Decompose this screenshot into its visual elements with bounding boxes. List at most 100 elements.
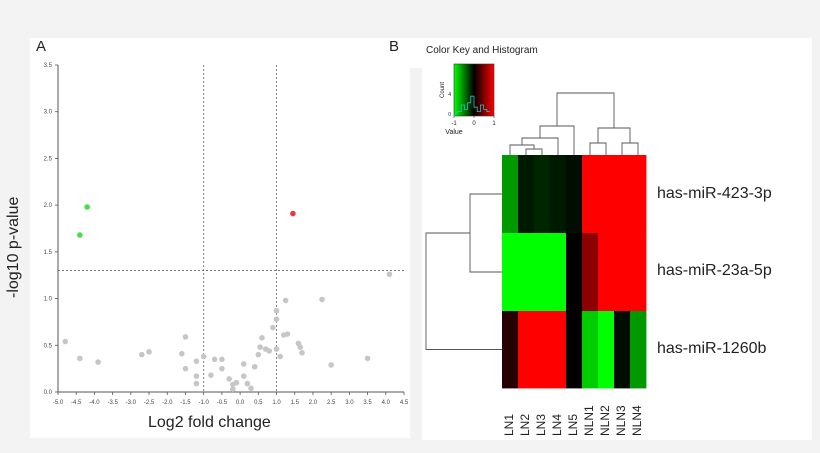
point-ns xyxy=(200,353,207,360)
point-down xyxy=(84,204,90,210)
point-ns xyxy=(62,338,69,345)
point-ns xyxy=(297,344,304,350)
column-label: LN2 xyxy=(518,413,532,436)
point-ns xyxy=(211,356,218,363)
heatmap-cell xyxy=(518,233,535,312)
column-label: NLN1 xyxy=(582,405,596,436)
x-tick-label: 2.0 xyxy=(309,400,318,406)
x-tick-label: 1.0 xyxy=(272,400,281,406)
y-tick-label: 3.0 xyxy=(44,110,53,116)
heatmap-cell xyxy=(566,311,583,389)
column-label: NLN3 xyxy=(614,405,628,436)
volcano-thresholds xyxy=(58,65,404,392)
point-ns xyxy=(193,358,200,364)
heatmap-cell xyxy=(550,311,567,389)
point-ns xyxy=(266,348,273,354)
point-ns xyxy=(255,351,262,358)
point-ns xyxy=(273,307,280,314)
row-label-mir-23a-5p: has-miR-23a-5p xyxy=(657,262,772,279)
row-label-mir-1260b: has-miR-1260b xyxy=(657,340,767,357)
point-ns xyxy=(299,349,305,356)
heatmap-cell xyxy=(614,311,631,389)
point-up xyxy=(290,210,296,217)
panel-label-a: A xyxy=(36,38,47,55)
x-tick-label: -5.0 xyxy=(53,400,64,406)
x-tick-label: 4.5 xyxy=(400,400,409,406)
point-ns xyxy=(77,355,83,362)
heatmap-cell xyxy=(598,233,615,312)
heatmap-cell xyxy=(502,311,519,389)
point-ns xyxy=(182,365,189,372)
color-key-tick-label: 1 xyxy=(492,121,496,127)
point-ns xyxy=(284,331,291,337)
x-tick-label: 1.5 xyxy=(291,400,300,406)
x-tick-label: -3.0 xyxy=(126,400,137,406)
x-tick-label: 3.5 xyxy=(363,400,372,406)
x-tick-label: -1.0 xyxy=(199,400,210,406)
y-tick-label: 0.0 xyxy=(44,390,53,396)
volcano-plot: -5.0 -4.5 -4.0 -3.5 -3.0 -2.5 -2.0 -1.5 -1.0 -0.5… xyxy=(44,63,409,406)
x-tick-label: -3.5 xyxy=(107,400,118,406)
heatmap-cell xyxy=(534,311,551,389)
heatmap-cell xyxy=(566,155,583,234)
column-dendrogram-branch xyxy=(525,148,543,155)
heatmap-cell xyxy=(614,233,631,312)
color-key-bar xyxy=(453,63,495,117)
column-label: LN5 xyxy=(566,413,580,436)
y-tick-label: 0.5 xyxy=(44,343,53,349)
x-tick-label: -0.5 xyxy=(217,400,228,406)
point-ns xyxy=(179,350,185,357)
point-ns xyxy=(182,334,189,340)
heatmap-cell xyxy=(630,311,647,389)
column-dendrogram-branch xyxy=(509,144,535,155)
color-key-header-background xyxy=(382,38,427,68)
column-label: NLN4 xyxy=(630,405,644,436)
color-key-value-label: Value xyxy=(445,129,462,136)
point-ns xyxy=(270,324,276,331)
point-ns xyxy=(364,355,371,362)
volcano-panel-background xyxy=(30,38,410,438)
color-key-ytick-label: 4 xyxy=(448,92,451,98)
column-label: LN4 xyxy=(550,413,564,436)
point-ns xyxy=(240,361,247,367)
column-dendrogram-branch xyxy=(621,142,639,155)
x-tick-label: -2.5 xyxy=(144,400,155,406)
point-ns xyxy=(257,344,263,350)
point-ns xyxy=(240,373,247,379)
point-ns xyxy=(193,373,200,379)
heatmap-cell xyxy=(502,155,519,234)
point-ns xyxy=(193,380,200,387)
x-tick-label: -1.5 xyxy=(180,400,191,406)
heatmap-cell xyxy=(582,233,599,312)
heatmap-cell xyxy=(534,155,551,234)
point-ns xyxy=(208,372,214,378)
point-ns xyxy=(219,356,225,363)
point-ns xyxy=(251,363,258,370)
x-tick-label: 0.0 xyxy=(236,400,245,406)
heatmap-cell xyxy=(614,155,631,234)
point-ns xyxy=(138,351,145,358)
point-ns xyxy=(277,353,283,360)
x-tick-label: -2.0 xyxy=(162,400,173,406)
volcano-x-axis-title: Log2 fold change xyxy=(148,414,271,431)
heatmap-cell xyxy=(550,233,567,312)
point-ns xyxy=(233,379,240,386)
point-ns xyxy=(248,385,254,392)
x-tick-label: 0.5 xyxy=(254,400,263,406)
heatmap-cell xyxy=(518,311,535,389)
point-ns xyxy=(282,297,289,304)
point-ns xyxy=(386,271,393,278)
x-tick-label: -4.5 xyxy=(71,400,82,406)
y-tick-label: 2.5 xyxy=(44,156,53,162)
heatmap-cell xyxy=(518,155,535,234)
heatmap-cell xyxy=(630,233,647,312)
color-key-tick-label: -1 xyxy=(451,121,457,127)
column-dendrogram-branch xyxy=(597,127,631,143)
x-tick-label: -4.0 xyxy=(89,400,100,406)
volcano-points xyxy=(62,204,393,392)
heatmap-cell xyxy=(534,233,551,312)
x-tick-label: 4.0 xyxy=(382,400,391,406)
panel-label-b: B xyxy=(389,38,400,55)
